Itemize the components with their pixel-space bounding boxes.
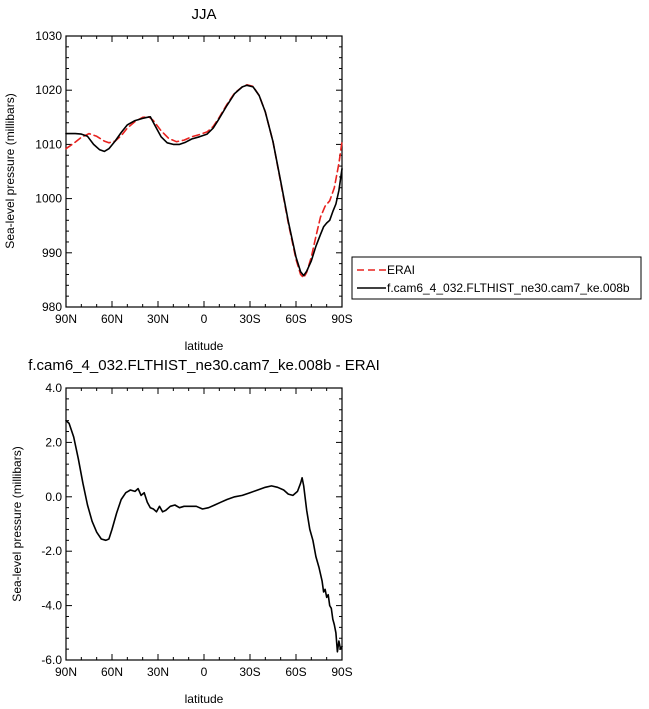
legend-box: [351, 256, 642, 300]
bottom-y-axis-label: Sea-level pressure (millibars): [10, 446, 24, 601]
bottom-panel: f.cam6_4_032.FLTHIST_ne30.cam7_ke.008b -…: [10, 357, 380, 706]
bottom-x-tick-label: 60N: [101, 665, 123, 679]
bottom-panel-title: f.cam6_4_032.FLTHIST_ne30.cam7_ke.008b -…: [28, 357, 380, 374]
top-plot-area: 90N 60N 30N 0 30S 60S 90S 980 990 1000 1010 1020 103…: [35, 29, 352, 326]
bottom-y-tick-label: 0.0: [45, 490, 62, 504]
legend: ERAI f.cam6_4_032.FLTHIST_ne30.cam7_ke.0…: [351, 256, 642, 300]
legend-label-model: f.cam6_4_032.FLTHIST_ne30.cam7_ke.008b: [387, 281, 630, 295]
bottom-y-tick-label: -6.0: [41, 653, 62, 667]
bottom-x-tick-label: 60S: [285, 665, 306, 679]
top-x-axis-label: latitude: [185, 339, 224, 353]
top-y-tick-label: 1020: [35, 83, 62, 97]
bottom-y-tick-label: 4.0: [45, 381, 62, 395]
top-series-line-1: [65, 84, 343, 277]
top-y-tick-label: 990: [42, 246, 62, 260]
bottom-x-tick-label: 30N: [147, 665, 169, 679]
bottom-x-tick-label: 30S: [239, 665, 260, 679]
bottom-series-line-0: [65, 419, 343, 653]
top-x-tick-label: 0: [201, 312, 208, 326]
bottom-x-tick-label: 90S: [331, 665, 352, 679]
top-plot-frame: [65, 35, 343, 308]
bottom-plot-area: 90N 60N 30N 0 30S 60S 90S -6.0 -4.0 -2.0 0.0 2.0 4.0: [41, 381, 352, 679]
bottom-x-tick-label: 90N: [55, 665, 77, 679]
top-y-tick-label: 1010: [35, 137, 62, 151]
top-x-tick-label: 30S: [239, 312, 260, 326]
legend-label-erai: ERAI: [387, 263, 415, 277]
bottom-y-tick-label: -2.0: [41, 544, 62, 558]
top-y-tick-label: 1000: [35, 192, 62, 206]
top-x-tick-label: 60N: [101, 312, 123, 326]
bottom-y-tick-label: -4.0: [41, 599, 62, 613]
top-panel-title: JJA: [191, 6, 216, 23]
bottom-plot-frame: [65, 387, 343, 661]
top-x-tick-label: 90N: [55, 312, 77, 326]
top-y-axis-label: Sea-level pressure (millibars): [3, 93, 17, 248]
top-x-tick-label: 60S: [285, 312, 306, 326]
top-y-tick-label: 980: [42, 300, 62, 314]
bottom-y-tick-label: 2.0: [45, 435, 62, 449]
top-x-tick-label: 90S: [331, 312, 352, 326]
top-y-tick-label: 1030: [35, 29, 62, 43]
top-x-tick-label: 30N: [147, 312, 169, 326]
bottom-x-axis-label: latitude: [185, 692, 224, 706]
top-series-line-0: [65, 84, 343, 279]
bottom-x-tick-label: 0: [201, 665, 208, 679]
top-panel: JJA 90N 60N 30N 0 30S 60S 90S 980 990 1000 1010 102…: [3, 6, 353, 353]
